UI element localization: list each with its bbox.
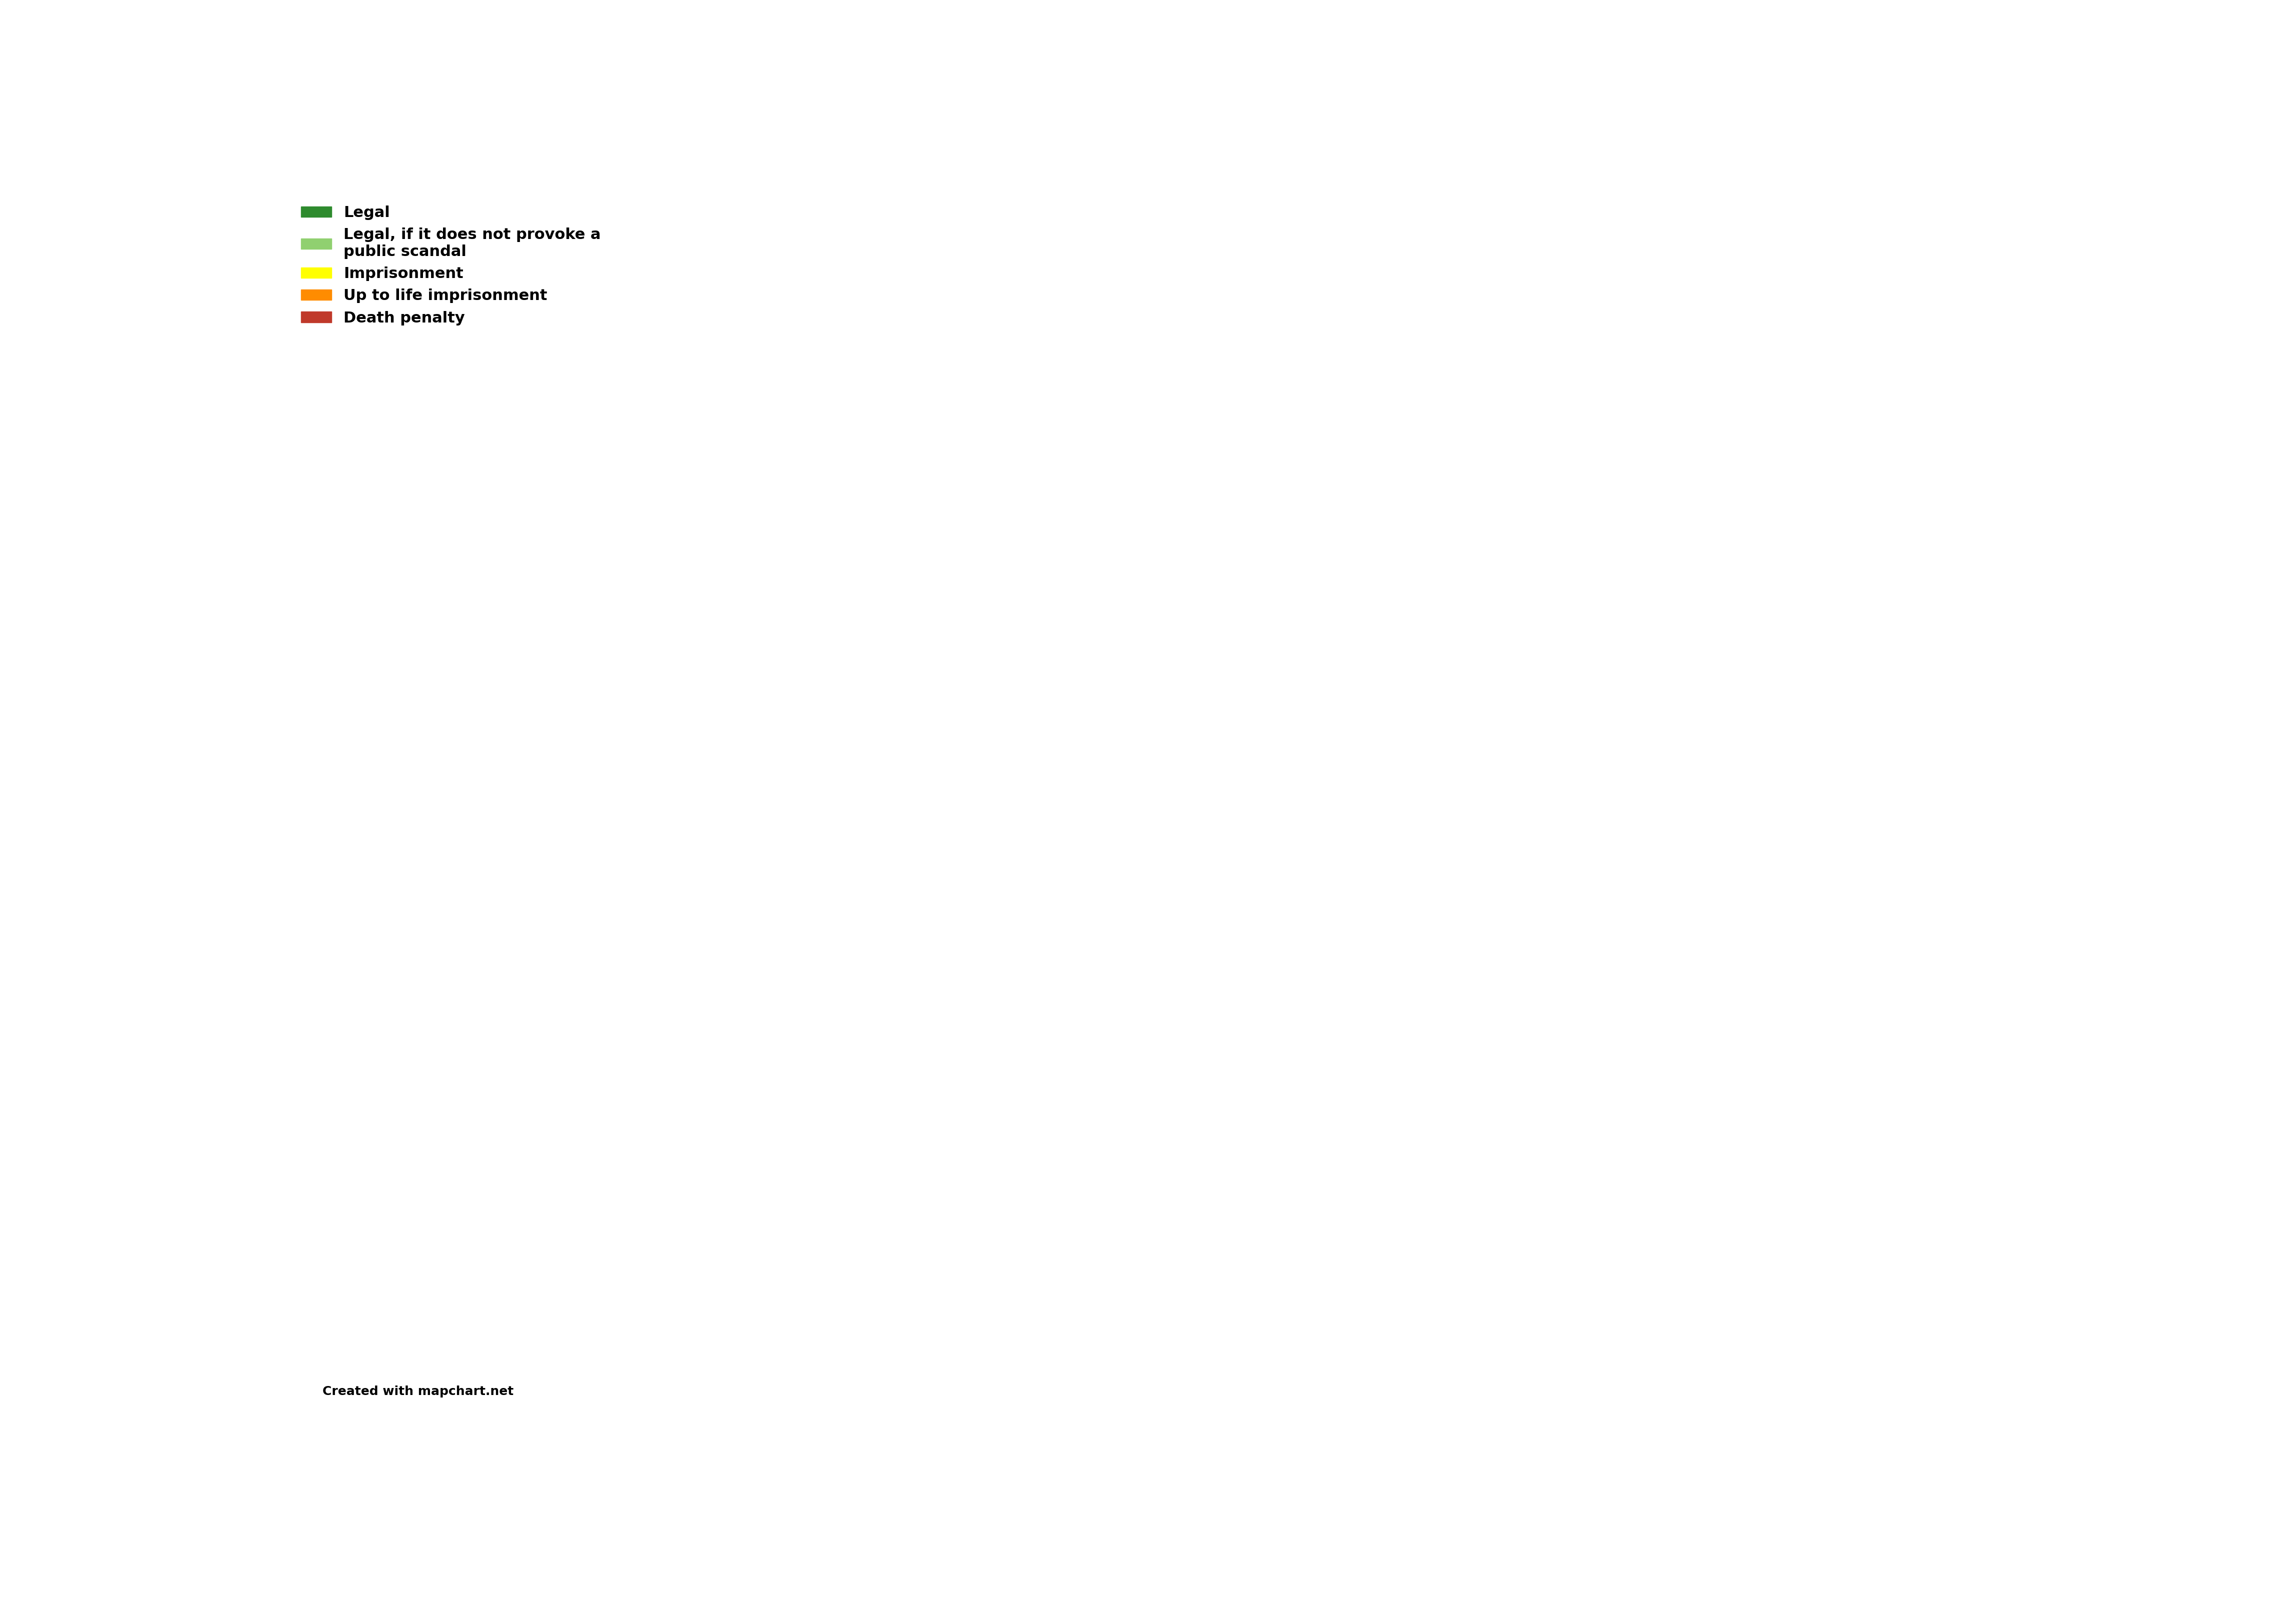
Legend: Legal, Legal, if it does not provoke a
public scandal, Imprisonment, Up to life : Legal, Legal, if it does not provoke a p… bbox=[294, 200, 606, 331]
Text: Created with mapchart.net: Created with mapchart.net bbox=[321, 1385, 514, 1398]
